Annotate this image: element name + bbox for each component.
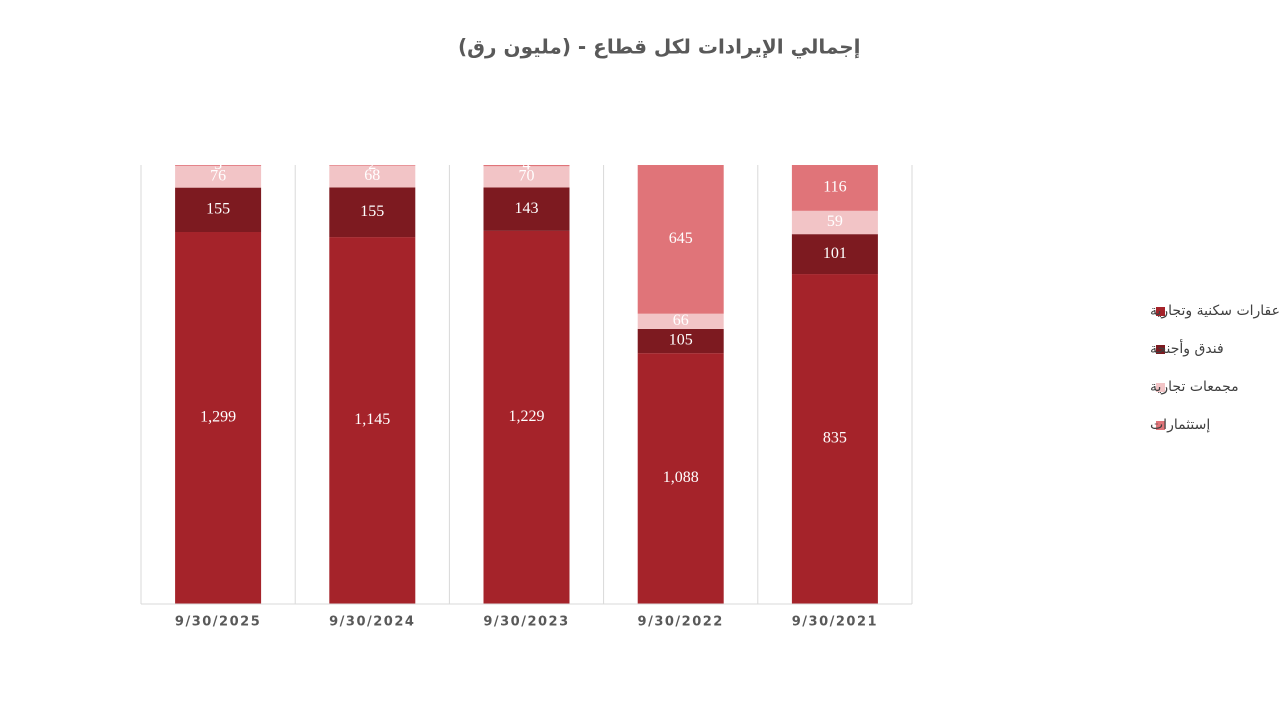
legend-marker [1156,421,1165,430]
data-label: 70 [519,168,535,185]
legend-label: إستثمارات [1150,417,1210,433]
x-tick-label: 9/30/2022 [638,615,724,630]
legend-marker [1156,345,1165,354]
x-tick-label: 9/30/2025 [175,615,261,630]
bar-segment [483,230,570,604]
legend-label: عقارات سكنية وتجارية [1150,303,1280,319]
data-label: 101 [823,245,847,262]
bar-segment [791,234,878,275]
data-label: 3 [214,156,222,173]
data-label: 835 [823,430,847,447]
bar-segment [175,232,262,604]
legend-marker [1156,383,1165,392]
data-label: 155 [360,203,384,220]
data-label: 59 [827,213,843,230]
bar-segment [637,313,724,329]
bar-segment [791,274,878,604]
bar-segment [791,210,878,235]
bar-segment [329,237,416,604]
bar-segment [329,165,416,166]
data-label: 68 [364,167,380,184]
data-label: 105 [669,332,693,349]
x-tick-label: 9/30/2023 [483,615,569,630]
data-label: 2 [368,156,376,173]
bar-segment [329,187,416,238]
legend-label: مجمعات تجارية [1150,379,1239,395]
data-label: 4 [523,156,531,173]
data-label: 143 [515,200,539,217]
data-label: 155 [206,200,230,217]
x-tick-label: 9/30/2021 [792,615,878,630]
bar-segment [483,166,570,188]
data-label: 645 [669,230,693,247]
data-label: 1,299 [200,409,236,426]
bar-segment [175,165,262,188]
bar-segment [329,165,416,188]
plot: 1,299 155 763 1,145 155 682 1,229 143 704 1,088 10… [175,156,878,604]
data-label: 1,088 [663,469,699,486]
chart-title: إجمالي الإيرادات لكل قطاع - (مليون رق) [458,35,861,60]
x-tick-label: 9/30/2024 [329,615,415,630]
data-label: 76 [210,167,226,184]
data-label: 1,229 [509,408,545,425]
bar-segment [637,328,724,354]
data-label: 1,145 [354,411,390,428]
data-label: 116 [823,179,846,196]
bar-segment [175,165,262,166]
bar-segment [637,353,724,604]
data-label: 66 [673,312,689,329]
bar-segment [483,165,570,167]
bar-segment [637,165,724,314]
bar-segment [483,187,570,231]
legend-label: فندق وأجنحة [1150,339,1224,357]
bar-segment [175,187,262,233]
legend-marker [1156,307,1165,316]
bar-segment [791,165,878,211]
